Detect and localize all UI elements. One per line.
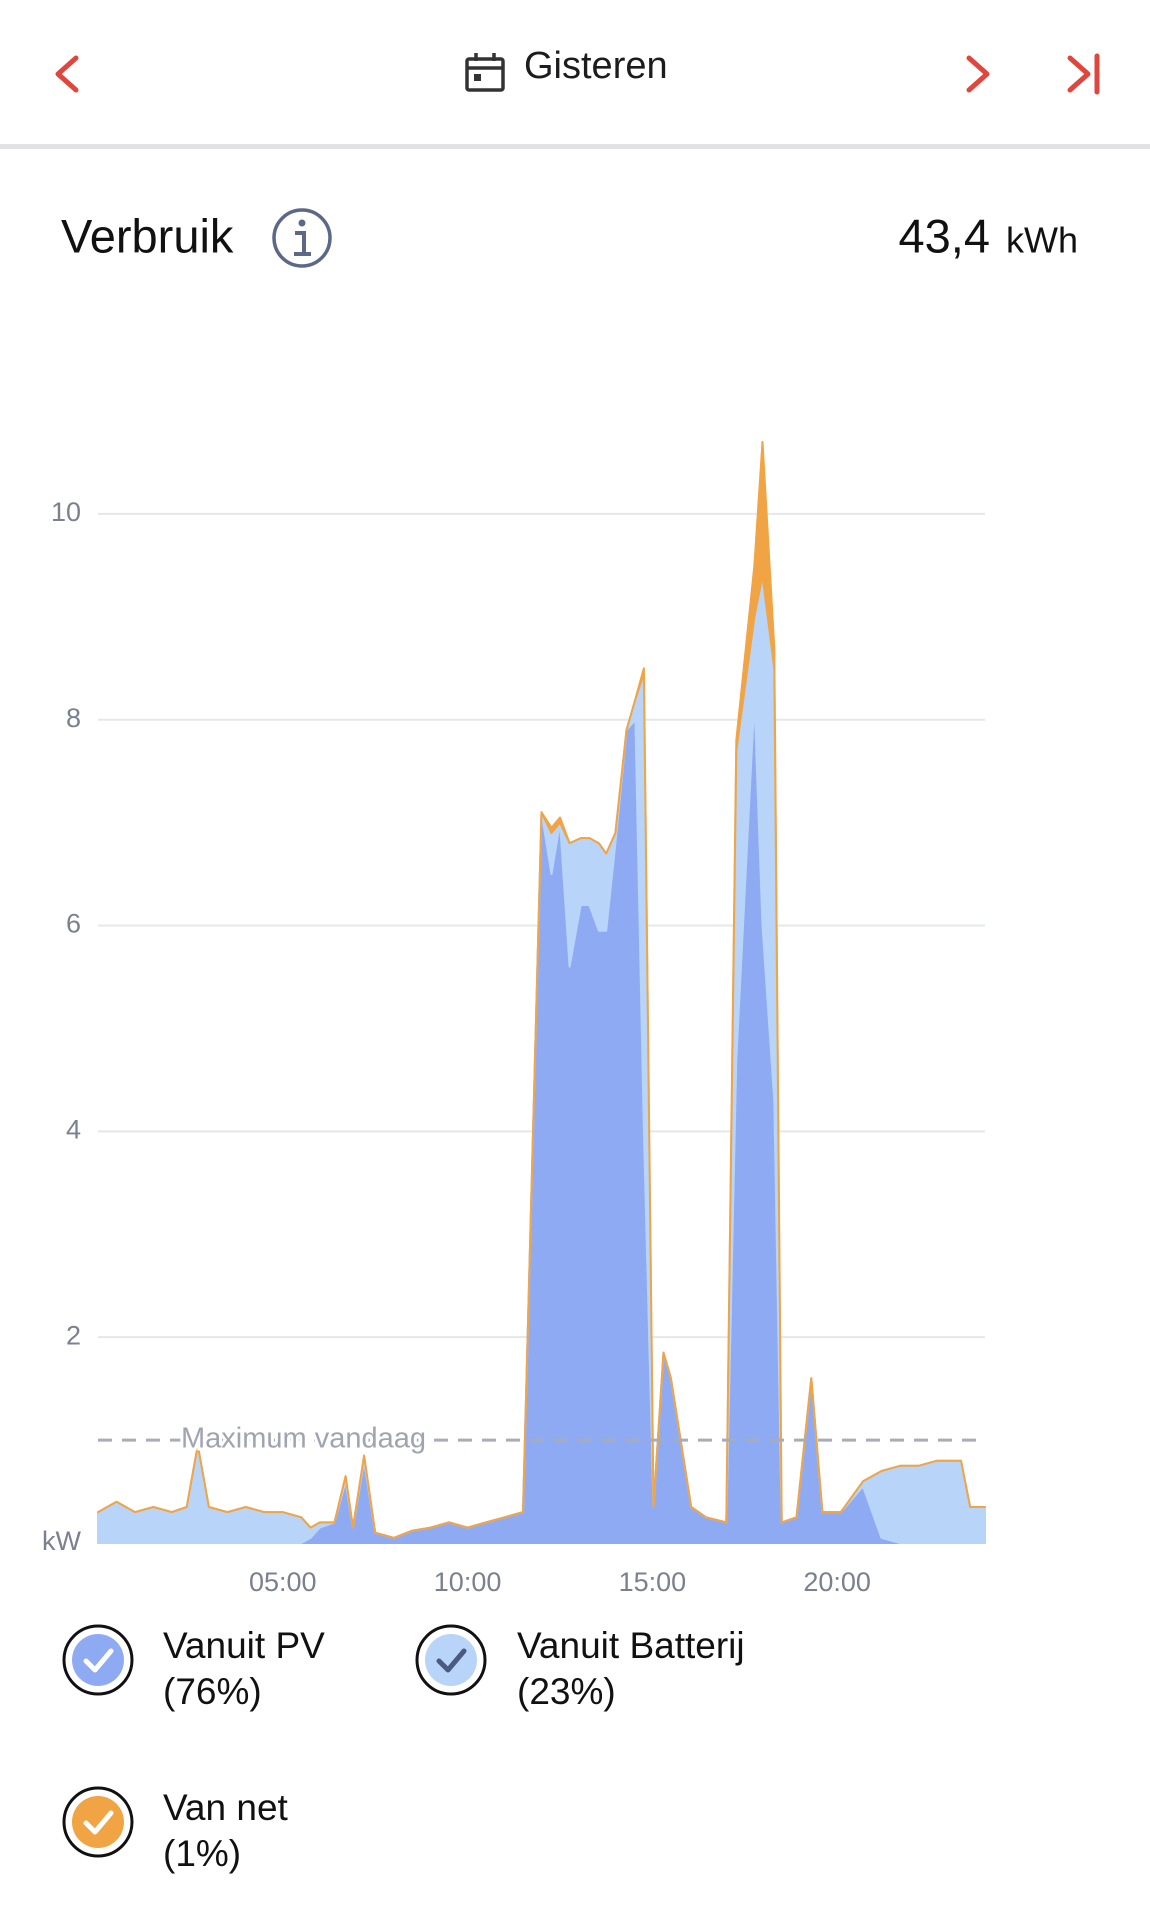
total-unit: kWh <box>1006 220 1078 261</box>
x-tick-label: 10:00 <box>434 1567 502 1597</box>
y-tick-label: 8 <box>66 703 81 733</box>
reference-label: Maximum vandaag <box>181 1423 426 1455</box>
y-tick-label: kW <box>42 1526 82 1556</box>
legend-toggle[interactable] <box>62 1624 134 1696</box>
y-tick-label: 2 <box>66 1320 81 1350</box>
x-tick-label: 15:00 <box>619 1567 687 1597</box>
header-title[interactable]: Gisteren <box>524 45 668 87</box>
x-tick-label: 05:00 <box>249 1567 317 1597</box>
legend-toggle[interactable] <box>62 1786 134 1858</box>
legend-share: (76%) <box>163 1671 262 1712</box>
info-button[interactable] <box>272 208 332 268</box>
section-title: Verbruik <box>61 209 234 262</box>
y-tick-label: 6 <box>66 909 81 939</box>
legend-swatch <box>72 1796 124 1848</box>
legend-swatch <box>72 1634 124 1686</box>
last-button[interactable] <box>1067 53 1100 95</box>
area <box>97 440 986 1539</box>
header-divider <box>0 144 1150 149</box>
legend-toggle[interactable] <box>415 1624 487 1696</box>
legend-check <box>83 1648 114 1673</box>
legend-label: Van net <box>163 1787 289 1828</box>
y-tick-label: 4 <box>66 1114 81 1144</box>
x-tick-label: 20:00 <box>803 1567 871 1597</box>
legend-share: (23%) <box>517 1671 616 1712</box>
header <box>0 0 1150 146</box>
legend-swatch <box>425 1634 477 1686</box>
next-button[interactable] <box>966 55 990 93</box>
legend-share: (1%) <box>163 1833 241 1874</box>
legend-check <box>83 1810 114 1835</box>
previous-button[interactable] <box>55 55 79 93</box>
legend-label: Vanuit Batterij <box>517 1625 745 1666</box>
legend-label: Vanuit PV <box>163 1625 325 1666</box>
calendar-icon <box>465 53 505 92</box>
total-value: 43,4 <box>899 209 990 262</box>
y-tick-label: 10 <box>51 497 81 527</box>
legend-check <box>436 1648 467 1673</box>
